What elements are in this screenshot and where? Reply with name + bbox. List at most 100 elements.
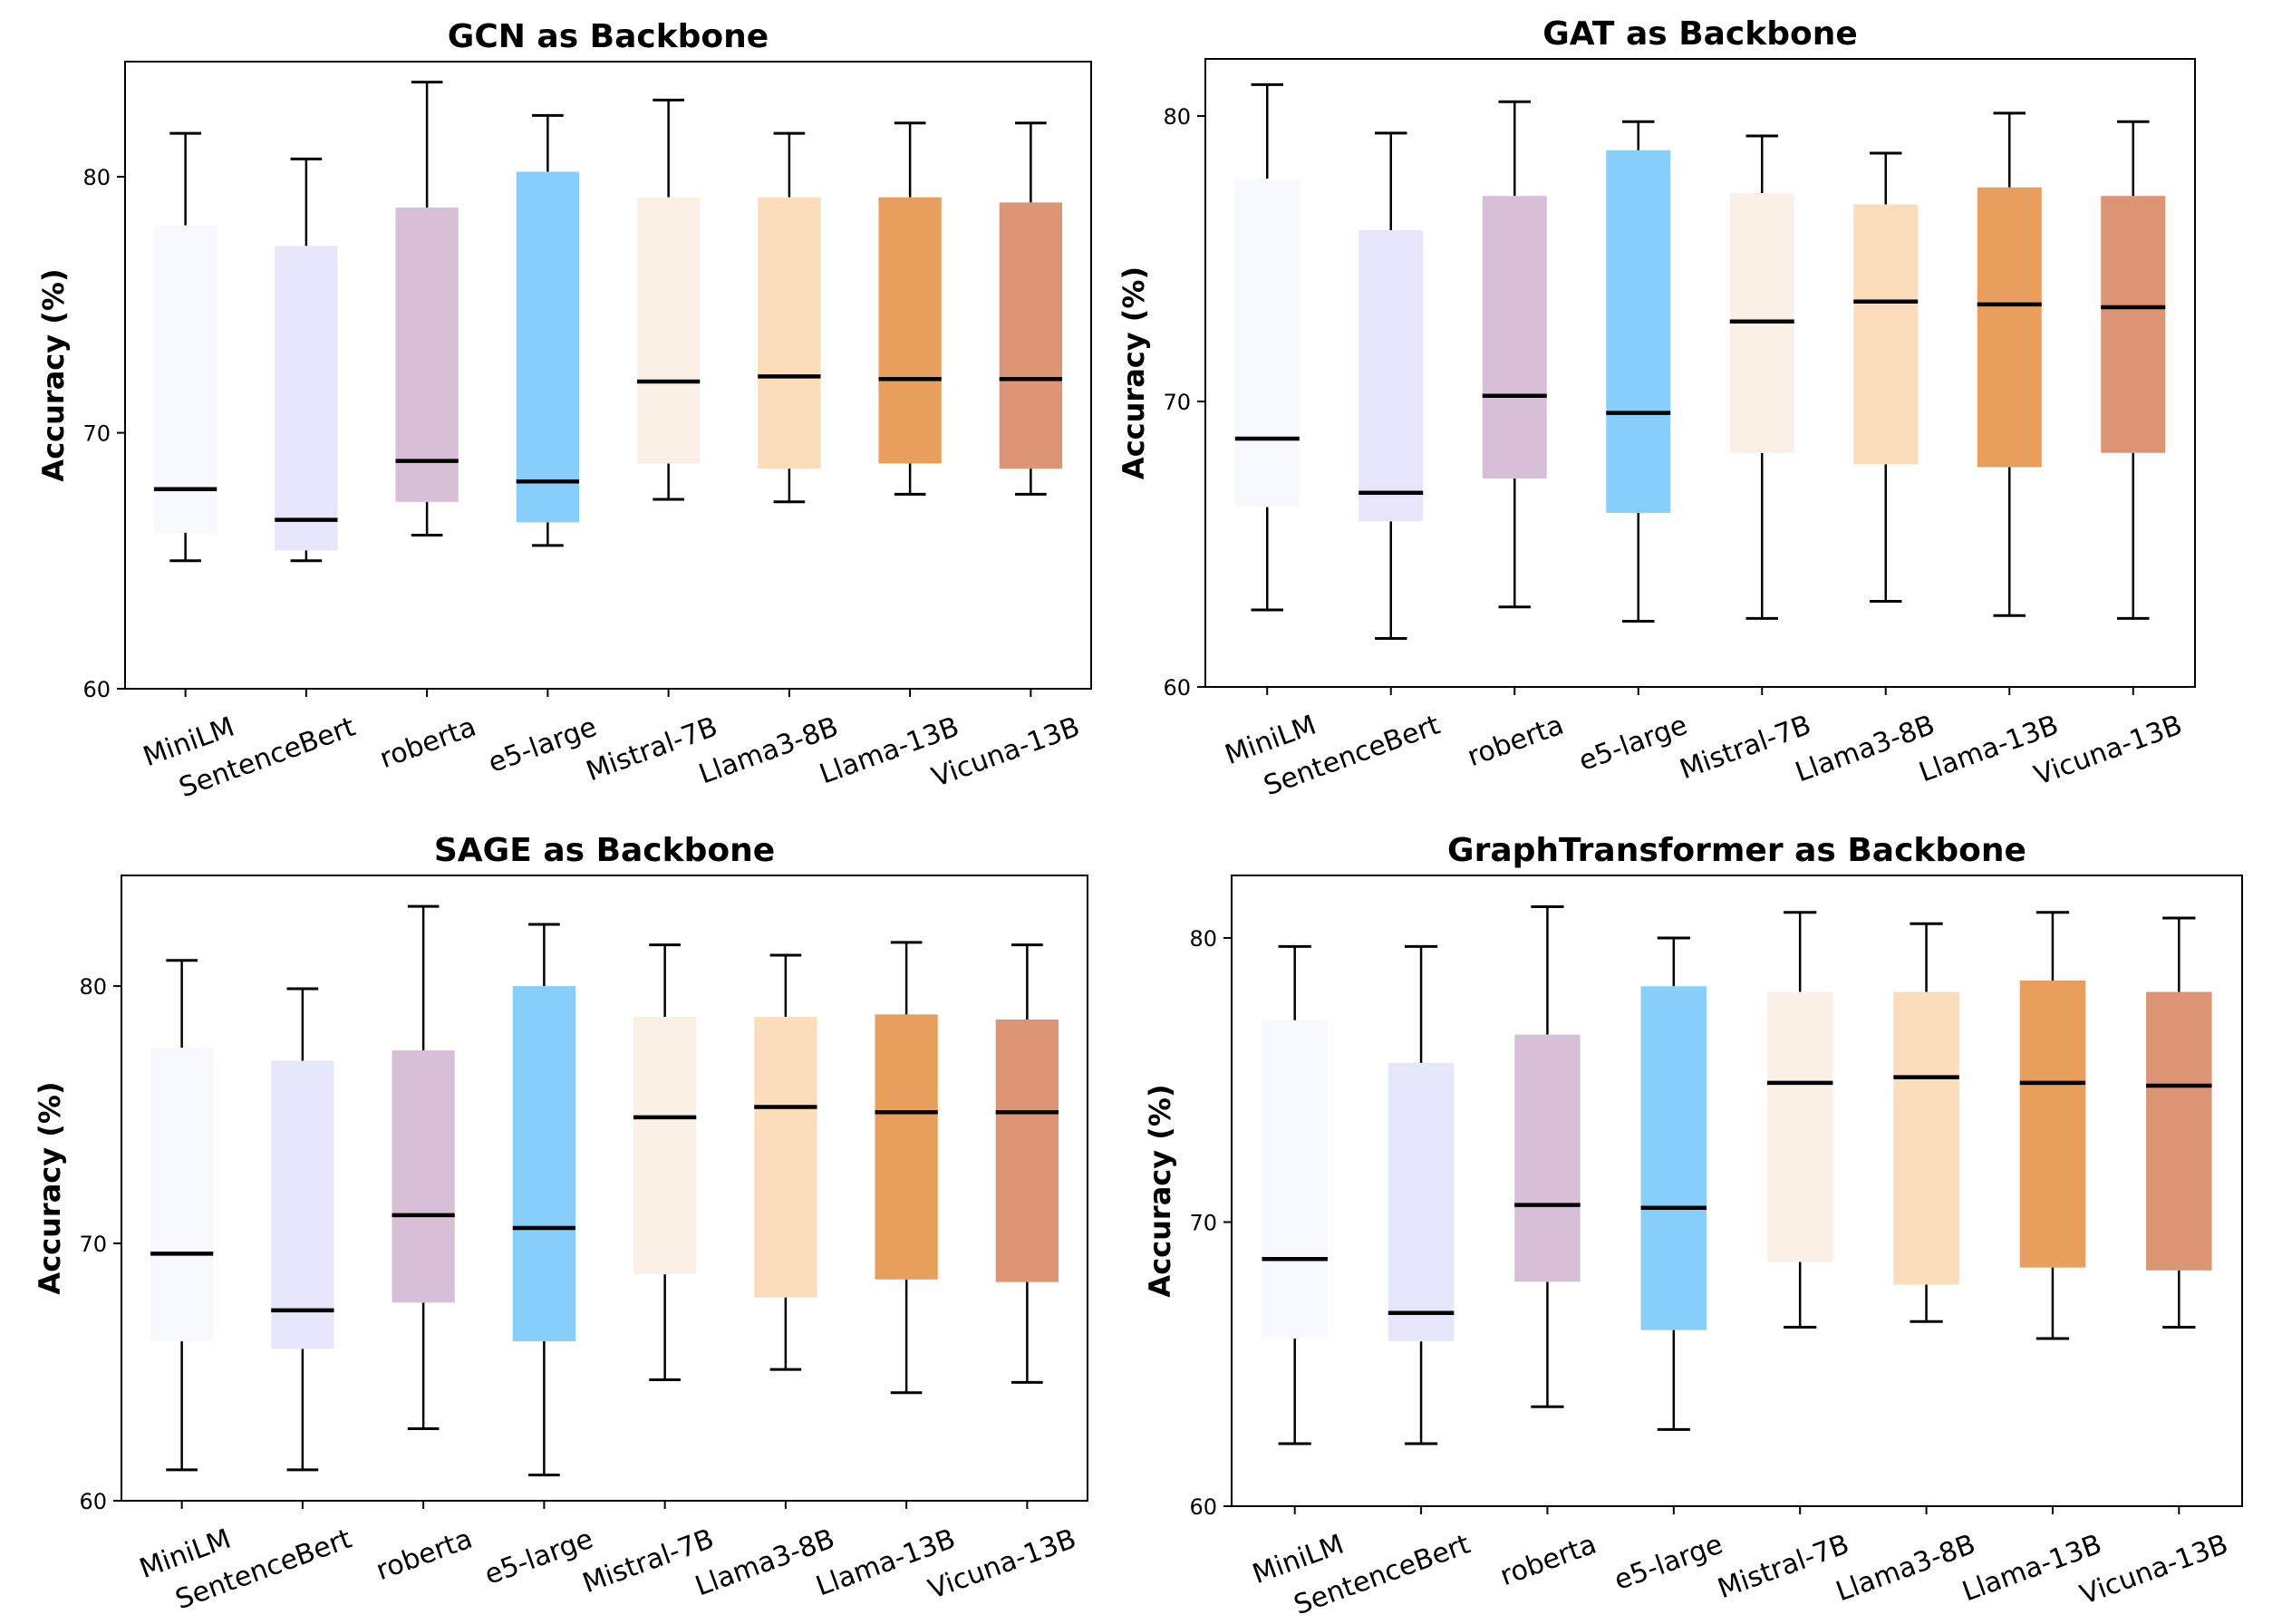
x-tick-label: e5-large	[484, 711, 601, 779]
x-tick-label: e5-large	[480, 1523, 597, 1591]
iqr-box	[1606, 150, 1671, 513]
iqr-box	[1234, 179, 1300, 508]
iqr-box	[395, 207, 459, 502]
box-roberta	[1482, 100, 1547, 609]
iqr-box	[636, 197, 701, 464]
box-e5-large	[516, 113, 580, 547]
box-Mistral-7B	[636, 98, 701, 501]
iqr-box	[995, 1020, 1059, 1282]
iqr-box	[1853, 204, 1919, 465]
y-tick-label: 70	[1163, 390, 1191, 415]
box-Llama-13B	[875, 941, 938, 1395]
y-tick-label: 80	[1189, 926, 1217, 952]
box-e5-large	[1640, 936, 1707, 1431]
chart-title: GraphTransformer as Backbone	[1447, 832, 2026, 869]
box-e5-large	[1606, 120, 1671, 624]
iqr-box	[758, 197, 821, 469]
iqr-box	[150, 1048, 214, 1341]
box-SentenceBert	[271, 987, 334, 1472]
y-tick-label: 70	[79, 1232, 107, 1257]
x-tick-label: Llama3-8B	[1832, 1529, 1979, 1609]
box-Mistral-7B	[1766, 911, 1833, 1329]
iqr-box	[1482, 196, 1547, 479]
plot-frame	[1204, 58, 2196, 688]
chart-title: SAGE as Backbone	[434, 832, 775, 869]
iqr-box	[2146, 991, 2212, 1271]
box-Llama3-8B	[754, 953, 817, 1371]
y-axis-label: Accuracy (%)	[36, 268, 71, 481]
y-tick-label: 80	[79, 974, 107, 1000]
box-Vicuna-13B	[2101, 120, 2166, 620]
x-tick-label: roberta	[372, 1523, 477, 1588]
y-axis-label: Accuracy (%)	[1117, 266, 1151, 479]
iqr-box	[275, 246, 338, 551]
x-tick-label: e5-large	[1575, 710, 1692, 778]
box-Vicuna-13B	[995, 943, 1059, 1384]
x-tick-label: Llama3-8B	[695, 711, 843, 791]
box-Mistral-7B	[1729, 134, 1794, 620]
chart-panel-4: GraphTransformer as Backbone Accuracy (%)…	[1143, 832, 2243, 1621]
y-tick-label: 80	[1163, 104, 1191, 130]
box-Llama3-8B	[758, 131, 821, 504]
box-MiniLM	[150, 959, 214, 1472]
box-Llama3-8B	[1893, 922, 1959, 1323]
box-Vicuna-13B	[2146, 916, 2212, 1329]
y-tick-label: 60	[1189, 1494, 1217, 1520]
iqr-box	[1766, 991, 1833, 1262]
iqr-box	[1640, 986, 1707, 1330]
x-tick-label: e5-large	[1610, 1529, 1727, 1597]
iqr-box	[878, 197, 942, 464]
iqr-box	[1977, 187, 2042, 468]
iqr-box	[1262, 1020, 1328, 1339]
y-tick-label: 60	[82, 677, 111, 702]
x-tick-label: roberta	[376, 711, 480, 776]
iqr-box	[516, 171, 580, 523]
iqr-box	[999, 202, 1063, 469]
plot-frame	[1231, 875, 2243, 1507]
iqr-box	[1359, 230, 1424, 522]
iqr-box	[512, 986, 576, 1341]
box-SentenceBert	[1388, 944, 1455, 1445]
box-SentenceBert	[275, 157, 338, 563]
x-tick-label: roberta	[1464, 710, 1568, 774]
plot-frame	[121, 875, 1088, 1502]
y-axis-label: Accuracy (%)	[33, 1081, 67, 1294]
iqr-box	[271, 1060, 334, 1349]
box-Llama-13B	[878, 121, 942, 496]
box-Llama-13B	[1977, 111, 2042, 617]
chart-title: GAT as Backbone	[1542, 15, 1858, 53]
iqr-box	[2019, 981, 2086, 1268]
box-Llama3-8B	[1853, 151, 1919, 603]
iqr-box	[392, 1050, 455, 1303]
y-axis-label: Accuracy (%)	[1143, 1084, 1177, 1297]
x-tick-label: Llama3-8B	[1792, 710, 1939, 789]
iqr-box	[153, 225, 218, 533]
x-tick-label: Mistral-7B	[1714, 1529, 1853, 1606]
box-e5-large	[512, 923, 576, 1477]
box-roberta	[392, 904, 455, 1430]
box-Vicuna-13B	[999, 121, 1063, 496]
y-tick-label: 60	[1163, 675, 1191, 701]
y-tick-label: 70	[82, 421, 111, 447]
iqr-box	[1893, 991, 1959, 1285]
iqr-box	[2101, 196, 2166, 453]
iqr-box	[1514, 1034, 1581, 1282]
x-tick-label: Mistral-7B	[1676, 710, 1815, 787]
y-tick-label: 70	[1189, 1210, 1217, 1235]
box-MiniLM	[153, 131, 218, 563]
y-tick-label: 60	[79, 1489, 107, 1514]
box-MiniLM	[1234, 82, 1300, 612]
plot-frame	[124, 61, 1092, 690]
iqr-box	[633, 1017, 697, 1275]
iqr-box	[754, 1017, 817, 1298]
iqr-box	[875, 1014, 938, 1280]
x-tick-label: roberta	[1496, 1529, 1600, 1593]
box-roberta	[1514, 904, 1581, 1408]
box-SentenceBert	[1359, 131, 1424, 640]
chart-title: GCN as Backbone	[448, 18, 769, 55]
box-MiniLM	[1262, 944, 1328, 1445]
